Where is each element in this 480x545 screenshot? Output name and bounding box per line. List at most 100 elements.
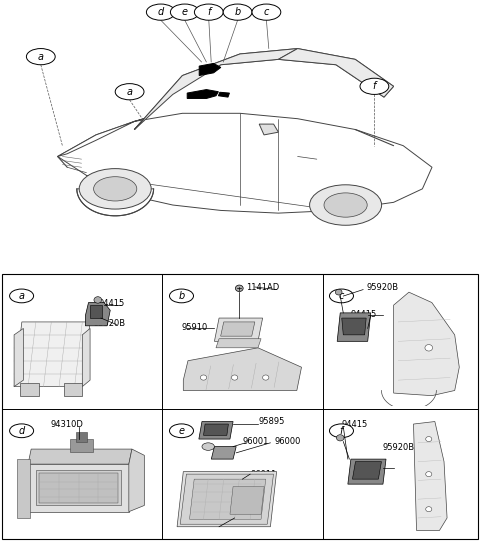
Text: 96011: 96011 <box>251 470 277 479</box>
Polygon shape <box>216 339 261 348</box>
Circle shape <box>79 168 151 209</box>
Polygon shape <box>278 49 394 97</box>
Circle shape <box>310 185 382 225</box>
Circle shape <box>170 4 199 20</box>
Text: b: b <box>234 7 241 17</box>
Circle shape <box>426 507 432 512</box>
Text: a: a <box>19 291 24 301</box>
Polygon shape <box>14 329 24 386</box>
Circle shape <box>169 289 193 303</box>
Circle shape <box>336 435 344 441</box>
Polygon shape <box>28 449 132 464</box>
Polygon shape <box>211 446 236 459</box>
Text: 95910: 95910 <box>181 323 208 332</box>
Polygon shape <box>134 49 298 130</box>
Text: c: c <box>264 7 269 17</box>
Polygon shape <box>187 89 218 99</box>
Polygon shape <box>342 318 366 335</box>
Text: 95920B: 95920B <box>383 444 415 452</box>
Circle shape <box>425 344 432 351</box>
Polygon shape <box>83 329 90 386</box>
Polygon shape <box>204 424 228 435</box>
Text: 1141AD: 1141AD <box>246 283 279 292</box>
Polygon shape <box>180 474 274 524</box>
Polygon shape <box>259 124 278 135</box>
Circle shape <box>324 193 367 217</box>
Polygon shape <box>177 471 276 526</box>
Circle shape <box>10 424 34 438</box>
Text: f: f <box>372 81 376 92</box>
Circle shape <box>329 424 353 438</box>
Text: 96001: 96001 <box>242 437 269 446</box>
Text: 94415: 94415 <box>351 310 377 319</box>
Polygon shape <box>90 305 102 318</box>
Polygon shape <box>413 421 447 530</box>
Circle shape <box>360 78 389 94</box>
Polygon shape <box>230 487 264 514</box>
Text: f: f <box>340 426 343 436</box>
Polygon shape <box>134 49 394 130</box>
Polygon shape <box>348 459 386 484</box>
Circle shape <box>146 4 175 20</box>
Polygon shape <box>183 348 301 390</box>
Polygon shape <box>199 63 221 76</box>
Circle shape <box>252 4 281 20</box>
Polygon shape <box>17 459 30 518</box>
Polygon shape <box>76 432 87 441</box>
Polygon shape <box>190 479 266 519</box>
Text: d: d <box>18 426 25 436</box>
Text: 94310D: 94310D <box>50 420 83 429</box>
Polygon shape <box>129 449 144 512</box>
Circle shape <box>169 424 193 438</box>
Circle shape <box>26 49 55 65</box>
Polygon shape <box>14 322 90 386</box>
Polygon shape <box>28 464 129 512</box>
Circle shape <box>426 471 432 477</box>
Polygon shape <box>218 92 229 97</box>
Ellipse shape <box>202 443 215 450</box>
Text: b: b <box>179 291 185 301</box>
Text: a: a <box>127 87 132 96</box>
Polygon shape <box>199 421 233 439</box>
Text: e: e <box>182 7 188 17</box>
Text: 95920B: 95920B <box>367 283 399 292</box>
Circle shape <box>231 375 238 380</box>
Circle shape <box>194 4 223 20</box>
Polygon shape <box>337 313 371 341</box>
Text: 95920B: 95920B <box>94 319 126 328</box>
Circle shape <box>235 285 243 292</box>
Circle shape <box>336 289 342 295</box>
Polygon shape <box>58 119 144 156</box>
Circle shape <box>263 375 269 380</box>
Circle shape <box>201 375 206 380</box>
Text: 96000: 96000 <box>275 437 301 446</box>
Polygon shape <box>352 462 382 479</box>
Circle shape <box>329 289 353 303</box>
Polygon shape <box>36 470 121 505</box>
Polygon shape <box>39 473 118 503</box>
Text: f: f <box>207 7 211 17</box>
Text: 96010: 96010 <box>234 516 261 524</box>
Text: 94415: 94415 <box>98 299 124 308</box>
Text: 94415: 94415 <box>341 420 368 429</box>
Circle shape <box>223 4 252 20</box>
Text: c: c <box>339 291 344 301</box>
Polygon shape <box>77 189 154 216</box>
Circle shape <box>426 437 432 441</box>
Circle shape <box>94 177 137 201</box>
Polygon shape <box>221 322 255 336</box>
Polygon shape <box>20 383 39 396</box>
Text: d: d <box>157 7 164 17</box>
Text: a: a <box>38 52 44 62</box>
Text: e: e <box>179 426 184 436</box>
Circle shape <box>10 289 34 303</box>
Circle shape <box>94 296 102 303</box>
Polygon shape <box>64 383 83 396</box>
Polygon shape <box>394 292 459 396</box>
Polygon shape <box>85 302 110 326</box>
Polygon shape <box>215 318 263 341</box>
Text: 95895: 95895 <box>258 417 285 426</box>
Polygon shape <box>70 439 93 452</box>
Circle shape <box>115 83 144 100</box>
Polygon shape <box>58 113 432 213</box>
